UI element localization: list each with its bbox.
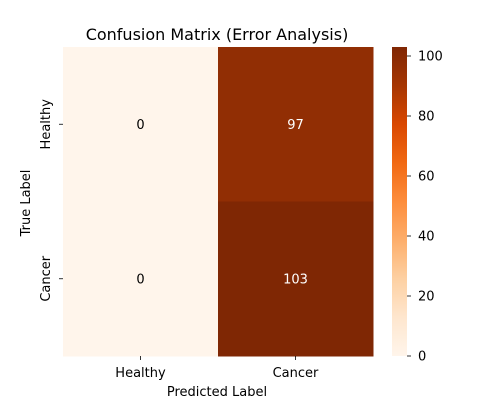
cell-value-label: 97: [287, 118, 304, 133]
chart-title: Confusion Matrix (Error Analysis): [86, 25, 349, 44]
colorbar-tick-label: 40: [418, 230, 435, 245]
heatmap-cell: [218, 201, 374, 357]
colorbar-tick-label: 80: [418, 110, 435, 125]
heatmap-cell: [63, 201, 219, 357]
heatmap-cell: [63, 47, 219, 202]
y-tick-label: Cancer: [39, 255, 54, 301]
x-axis-label: Predicted Label: [167, 385, 267, 400]
cell-value-label: 0: [136, 272, 144, 287]
colorbar-tick-label: 0: [418, 350, 426, 365]
heatmap-cells: [63, 47, 374, 357]
y-axis-ticks: Healthy Cancer: [39, 99, 63, 302]
x-tick-label: Cancer: [273, 366, 319, 381]
colorbar-tick-label: 100: [418, 50, 443, 65]
cell-value-label: 0: [136, 118, 144, 133]
y-axis-label: True Label: [19, 170, 34, 238]
colorbar: [392, 47, 407, 356]
colorbar-tick-label: 20: [418, 290, 435, 305]
colorbar-tick-label: 60: [418, 170, 435, 185]
cell-value-labels: 0 97 0 103: [136, 118, 308, 288]
x-tick-label: Healthy: [115, 366, 166, 381]
heatmap-cell: [218, 47, 374, 202]
x-axis-ticks: Healthy Cancer: [115, 356, 319, 381]
cell-value-label: 103: [283, 272, 308, 287]
colorbar-ticks: 0 20 40 60 80 100: [407, 50, 443, 365]
y-tick-label: Healthy: [39, 99, 54, 150]
